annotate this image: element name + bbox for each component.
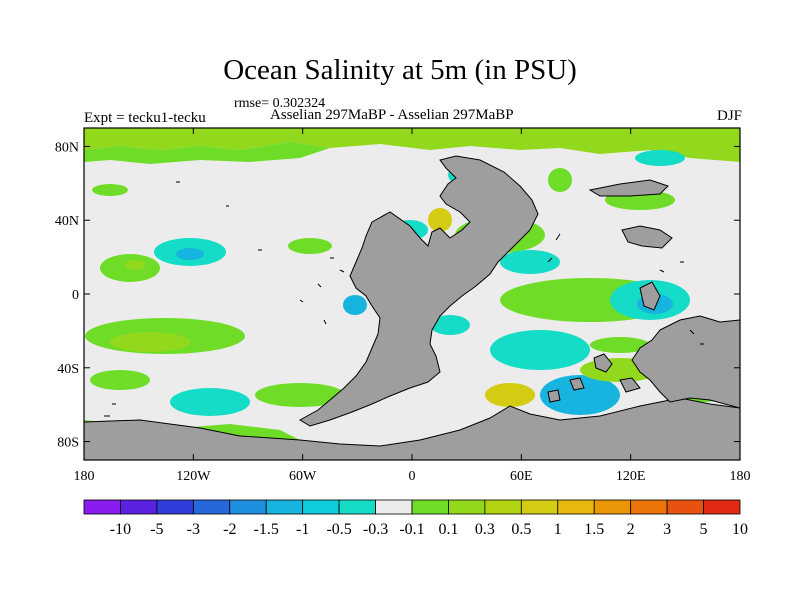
coastline-islets (104, 181, 704, 417)
colorbar-swatch (338, 499, 376, 515)
cathaysia-island (621, 225, 673, 249)
colorbar-label: 5 (700, 521, 708, 538)
colorbar-label: -2 (223, 521, 236, 538)
experiment-label: Expt = tecku1-tecku (84, 110, 206, 126)
axis-ticks (83, 128, 741, 460)
colorbar-label: -0.3 (363, 521, 388, 538)
x-tick-label: 120W (176, 469, 211, 484)
x-tick-label: 180 (730, 469, 751, 484)
x-axis-labels: 180 120W 60W 0 60E 120E 180 (74, 469, 751, 484)
y-tick-label: 0 (72, 288, 79, 303)
colorbar-label: 10 (732, 521, 748, 538)
colorbar-swatch (448, 499, 486, 515)
north-light-band (84, 142, 330, 164)
colorbar-label: -10 (110, 521, 131, 538)
colorbar-swatch (192, 499, 231, 515)
x-tick-label: 0 (409, 469, 416, 484)
colorbar (83, 499, 741, 515)
antarctic-landmass (84, 397, 740, 460)
east-gondwana-landmass (631, 315, 740, 409)
colorbar-label: 1.5 (584, 521, 604, 538)
x-tick-label: 180 (74, 469, 95, 484)
pangaea-landmass (299, 155, 539, 427)
colorbar-swatch (484, 499, 522, 515)
colorbar-label: -0.5 (326, 521, 351, 538)
colorbar-label: 0.1 (438, 521, 458, 538)
period-label: Asselian 297MaBP - Asselian 297MaBP (270, 107, 514, 123)
map-title: Ocean Salinity at 5m (in PSU) (223, 54, 577, 86)
y-tick-label: 40N (55, 214, 79, 229)
colorbar-swatch (411, 499, 449, 515)
y-tick-label: 40S (57, 362, 79, 377)
colorbar-swatch (593, 499, 632, 515)
colorbar-swatch (375, 499, 413, 515)
colorbar-label: 0.5 (511, 521, 531, 538)
south-china-island (639, 281, 661, 311)
season-label: DJF (716, 108, 742, 124)
colorbar-label: -1 (296, 521, 309, 538)
colorbar-label: -3 (187, 521, 200, 538)
colorbar-swatch (120, 499, 158, 515)
map-panel (84, 128, 740, 460)
y-axis-labels: 80N 40N 0 40S 80S (55, 140, 79, 450)
colorbar-label: -1.5 (254, 521, 279, 538)
siberia-island (588, 179, 669, 197)
colorbar-labels: -10 -5 -3 -2 -1.5 -1 -0.5 -0.3 -0.1 0.1 0.3 0.5 1 1.5… (110, 521, 748, 538)
colorbar-swatch (520, 499, 559, 515)
rmse-label: rmse= 0.302324 (234, 96, 326, 111)
colorbar-label: 1 (554, 521, 562, 538)
y-tick-label: 80S (57, 436, 79, 451)
colorbar-swatch (265, 499, 304, 515)
colorbar-label: -0.1 (399, 521, 424, 538)
north-salinity-band (84, 128, 740, 162)
colorbar-swatch (229, 499, 267, 515)
x-tick-label: 120E (616, 469, 646, 484)
colorbar-swatch (666, 499, 704, 515)
colorbar-label: 2 (627, 521, 635, 538)
x-tick-label: 60W (289, 469, 317, 484)
y-tick-label: 80N (55, 140, 79, 155)
southern-islands (547, 353, 641, 403)
colorbar-swatch (630, 499, 668, 515)
colorbar-swatch (557, 499, 595, 515)
colorbar-label: 3 (663, 521, 671, 538)
colorbar-swatch (703, 499, 741, 515)
colorbar-swatch (156, 499, 194, 515)
x-tick-label: 60E (510, 469, 533, 484)
colorbar-swatch (302, 499, 340, 515)
colorbar-label: 0.3 (475, 521, 495, 538)
colorbar-swatch (83, 499, 121, 515)
colorbar-label: -5 (150, 521, 163, 538)
